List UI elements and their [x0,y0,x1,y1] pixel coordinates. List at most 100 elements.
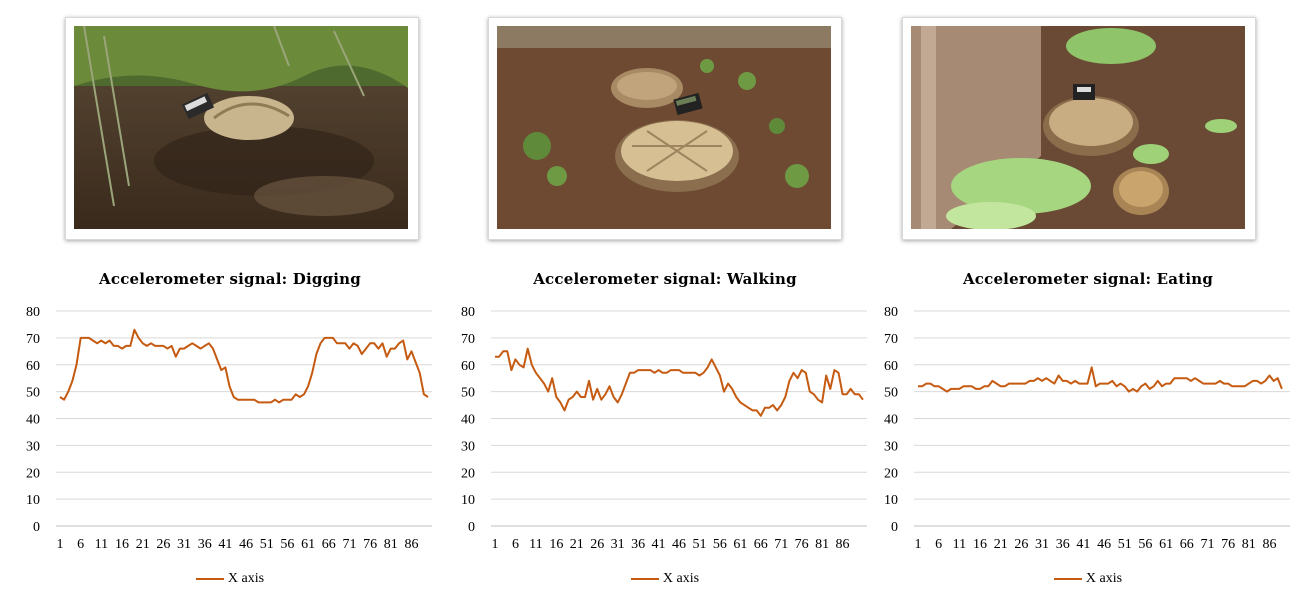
x-tick-label: 61 [1159,537,1173,552]
y-tick-label: 0 [891,520,898,535]
series-line-x-axis [918,366,1283,393]
digging-photo-frame [65,17,419,240]
x-tick-label: 86 [836,537,850,552]
x-tick-label: 36 [1056,537,1070,552]
tortoise-digging-photo [74,26,408,229]
y-tick-label: 20 [884,466,898,481]
y-tick-label: 70 [884,332,898,347]
legend-label: X axis [662,571,700,586]
x-tick-label: 16 [973,537,987,552]
legend-line-icon [195,577,224,580]
x-tick-label: 51 [1118,537,1132,552]
y-tick-label: 10 [461,493,475,508]
y-tick-label: 20 [26,466,40,481]
x-tick-label: 76 [1221,537,1235,552]
x-tick-label: 51 [260,537,274,552]
y-tick-label: 0 [33,520,40,535]
eating-photo-frame [902,17,1256,240]
walking-chart-panel: Accelerometer signal: Walking 0 10 20 30 40 5… [455,262,875,602]
x-tick-label: 81 [384,537,398,552]
y-tick-label: 60 [26,359,40,374]
x-tick-label: 71 [1200,537,1214,552]
x-tick-label: 71 [342,537,356,552]
legend-label: X axis [227,571,265,586]
tortoises-eating-photo [911,26,1245,229]
x-tick-label: 76 [363,537,377,552]
x-tick-label: 66 [322,537,336,552]
y-tick-label: 10 [884,493,898,508]
chart-legend: X axis [20,571,440,587]
chart-legend: X axis [455,571,875,587]
x-tick-label: 46 [239,537,253,552]
x-tick-label: 11 [529,537,542,552]
x-tick-label: 56 [713,537,727,552]
x-tick-label: 76 [795,537,809,552]
chart-title: Accelerometer signal: Walking [533,270,797,288]
y-tick-label: 10 [26,493,40,508]
x-tick-label: 41 [652,537,666,552]
x-tick-label: 21 [570,537,584,552]
chart-title: Accelerometer signal: Digging [99,270,361,288]
walking-photo-frame [488,17,842,240]
y-tick-label: 80 [461,305,475,320]
tortoises-walking-photo [497,26,831,229]
x-tick-label: 26 [156,537,170,552]
x-tick-label: 26 [590,537,604,552]
y-tick-label: 50 [461,386,475,401]
x-tick-label: 86 [404,537,418,552]
y-tick-label: 80 [26,305,40,320]
x-tick-label: 56 [1138,537,1152,552]
x-tick-label: 1 [492,537,499,552]
y-tick-label: 20 [461,466,475,481]
x-tick-label: 21 [136,537,150,552]
series-line-x-axis [495,347,864,417]
series-line-x-axis [59,328,429,404]
x-tick-label: 31 [1035,537,1049,552]
x-tick-label: 6 [935,537,942,552]
x-tick-label: 6 [512,537,519,552]
x-tick-label: 31 [611,537,625,552]
y-tick-label: 50 [884,386,898,401]
x-tick-label: 16 [549,537,563,552]
y-tick-label: 50 [26,386,40,401]
x-tick-label: 46 [672,537,686,552]
y-tick-label: 30 [884,439,898,454]
y-tick-label: 40 [26,413,40,428]
x-tick-label: 11 [953,537,966,552]
y-tick-label: 40 [884,413,898,428]
y-tick-label: 0 [468,520,475,535]
x-tick-label: 1 [915,537,922,552]
x-tick-label: 26 [1014,537,1028,552]
x-tick-label: 51 [692,537,706,552]
x-tick-label: 66 [754,537,768,552]
x-tick-label: 46 [1097,537,1111,552]
chart-title: Accelerometer signal: Eating [962,270,1214,288]
x-tick-label: 21 [994,537,1008,552]
x-tick-label: 66 [1180,537,1194,552]
legend-label: X axis [1085,571,1123,586]
x-tick-label: 56 [280,537,294,552]
eating-chart-panel: Accelerometer signal: Eating 0 10 20 30 40 50… [878,262,1297,602]
x-tick-label: 41 [1076,537,1090,552]
x-tick-label: 31 [177,537,191,552]
y-tick-label: 80 [884,305,898,320]
x-tick-label: 36 [631,537,645,552]
x-tick-label: 81 [1242,537,1256,552]
y-tick-label: 60 [884,359,898,374]
y-tick-label: 60 [461,359,475,374]
digging-chart-panel: Accelerometer signal: Digging 0 10 20 30 40 5… [20,262,440,602]
x-tick-label: 1 [57,537,64,552]
x-tick-label: 61 [733,537,747,552]
y-tick-label: 40 [461,413,475,428]
chart-legend: X axis [878,571,1297,587]
y-tick-label: 30 [461,439,475,454]
x-tick-label: 6 [77,537,84,552]
y-tick-label: 70 [26,332,40,347]
x-tick-label: 61 [301,537,315,552]
x-tick-label: 86 [1262,537,1276,552]
y-tick-label: 70 [461,332,475,347]
x-tick-label: 11 [95,537,108,552]
